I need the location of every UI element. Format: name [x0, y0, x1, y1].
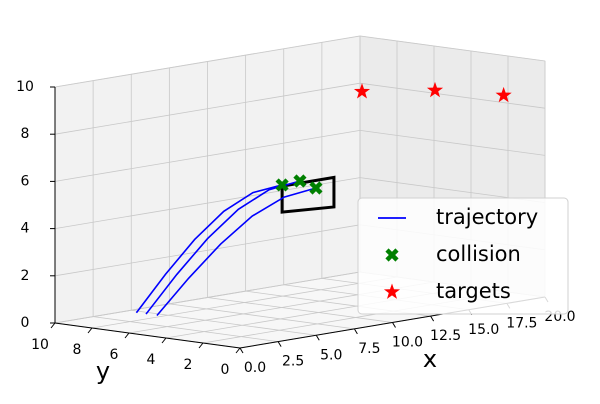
x-tick-label: 7.5 — [358, 341, 380, 357]
legend-label: trajectory — [436, 205, 538, 229]
x-axis-label: x — [423, 345, 437, 373]
x-tick — [315, 334, 320, 341]
y-tick-label: 10 — [31, 337, 49, 353]
grid-line — [93, 316, 279, 343]
x-tick-label: 2.5 — [282, 354, 304, 370]
y-tick-label: 2 — [184, 357, 193, 373]
y-tick-label: 4 — [147, 352, 156, 368]
trajectory-line — [135, 184, 283, 314]
legend: trajectory collision targets — [357, 197, 569, 315]
grid-line — [359, 130, 546, 156]
x-tick — [277, 341, 282, 347]
y-tick — [87, 327, 93, 334]
y-tick-label: 0 — [221, 362, 230, 378]
z-tick-label: 6 — [21, 173, 30, 189]
target-marker — [353, 83, 371, 99]
trajectory-line — [156, 187, 317, 317]
collision-marker — [275, 178, 289, 192]
x-tick-label: 10.0 — [392, 335, 423, 351]
x-tick-label: 12.5 — [430, 328, 461, 344]
grid-line — [54, 130, 361, 182]
grid-line — [169, 303, 355, 330]
y-tick — [235, 347, 241, 354]
y-tick — [124, 332, 130, 339]
y-tick — [161, 337, 167, 344]
y-axis-label: y — [96, 357, 110, 385]
x-tick-label: 0.0 — [244, 360, 266, 376]
grid-line — [54, 35, 361, 88]
collision-marker — [293, 174, 307, 188]
y-tick-label: 8 — [73, 342, 82, 358]
legend-label: targets — [436, 279, 511, 303]
target-marker — [495, 86, 512, 103]
x-tick — [353, 328, 358, 335]
legend-marker — [385, 248, 399, 262]
z-tick-label: 8 — [21, 126, 30, 142]
grid-line — [54, 177, 361, 229]
grid-line — [207, 297, 393, 323]
legend-box — [357, 197, 569, 315]
grid-line — [54, 271, 361, 324]
x-tick — [430, 315, 435, 322]
y-tick — [198, 342, 204, 349]
collision-marker — [309, 181, 323, 195]
target-marker — [426, 81, 444, 98]
grid-line — [54, 82, 361, 135]
grid-line — [359, 35, 546, 62]
z-tick-label: 10 — [16, 79, 34, 95]
legend-label: collision — [436, 242, 521, 266]
grid-line — [131, 309, 317, 336]
x-tick — [239, 347, 244, 354]
x-tick-label: 15.0 — [468, 322, 499, 338]
grid-line — [359, 82, 546, 109]
grid-line — [54, 224, 361, 277]
y-tick — [50, 322, 56, 329]
y-tick-label: 6 — [110, 347, 119, 363]
grid-line — [91, 276, 398, 329]
obstacle — [280, 175, 336, 214]
trajectory-line — [145, 180, 301, 315]
axis-line — [54, 322, 241, 349]
z-tick-label: 2 — [21, 268, 30, 284]
x-tick-label: 5.0 — [320, 347, 342, 363]
x-tick-label: 17.5 — [506, 315, 537, 331]
legend-marker — [383, 283, 401, 299]
z-tick-label: 0 — [21, 315, 30, 331]
x-tick — [392, 322, 396, 328]
z-tick-label: 4 — [21, 221, 30, 237]
